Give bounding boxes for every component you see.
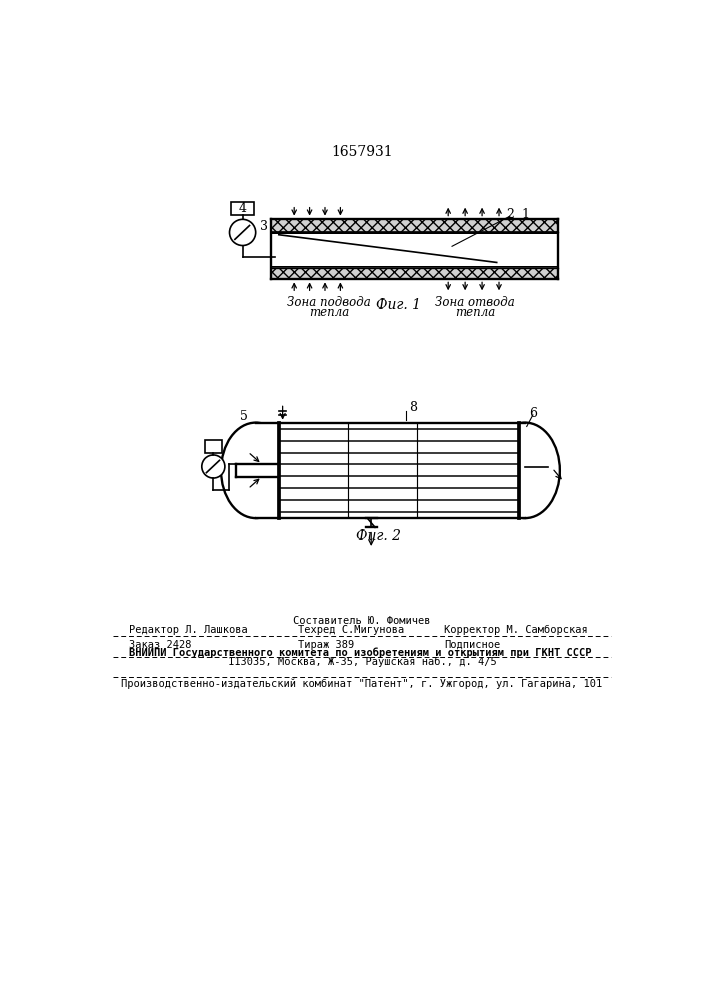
Text: тепла: тепла [455,306,496,319]
Text: 5: 5 [240,410,248,423]
Bar [231,202,254,215]
Text: 3: 3 [259,220,267,233]
Text: Зона подвода: Зона подвода [287,296,370,309]
Bar [271,268,559,279]
Circle shape [230,219,256,246]
Text: Производственно-издательский комбинат "Патент", г. Ужгород, ул. Гагарина, 101: Производственно-издательский комбинат "П… [122,678,602,689]
Text: 8: 8 [409,401,418,414]
Text: Подписное: Подписное [444,640,501,650]
Text: Составитель Ю. Фомичев: Составитель Ю. Фомичев [293,615,431,626]
Text: Зона отвода: Зона отвода [436,296,515,309]
Text: 113035, Москва, Ж-35, Раушская наб., д. 4/5: 113035, Москва, Ж-35, Раушская наб., д. … [228,657,496,667]
Text: 1657931: 1657931 [331,145,393,159]
Text: Фиг. 1: Фиг. 1 [375,298,421,312]
Text: Заказ 2428: Заказ 2428 [129,640,191,650]
Text: тепла: тепла [309,306,349,319]
Bar [256,423,525,518]
Text: 1: 1 [521,208,530,221]
Text: Техред С.Мигунова: Техред С.Мигунова [298,625,404,635]
Text: Тираж 389: Тираж 389 [298,640,354,650]
Text: 4: 4 [238,202,247,215]
Ellipse shape [491,423,560,518]
Circle shape [201,455,225,478]
Text: Редактор Л. Лашкова: Редактор Л. Лашкова [129,625,247,635]
Bar [205,440,222,453]
Text: ВНИИПИ Государственного комитета по изобретениям и открытиям при ГКНТ СССР: ВНИИПИ Государственного комитета по изоб… [129,648,591,658]
Text: Фиг. 2: Фиг. 2 [356,529,402,543]
Text: 2: 2 [506,208,514,221]
Text: 6: 6 [529,407,537,420]
Text: Корректор М. Самборская: Корректор М. Самборская [444,625,588,635]
Bar [271,219,559,232]
Ellipse shape [221,423,291,518]
